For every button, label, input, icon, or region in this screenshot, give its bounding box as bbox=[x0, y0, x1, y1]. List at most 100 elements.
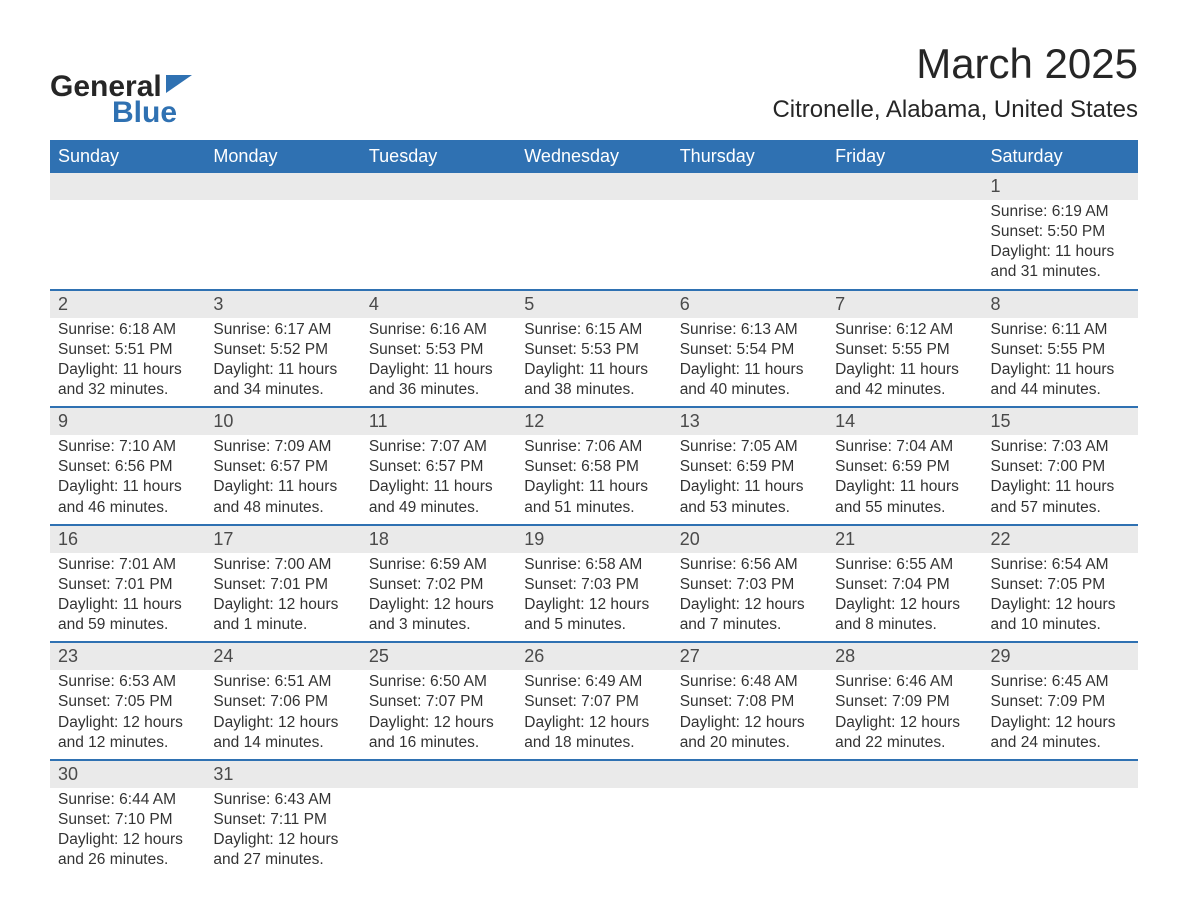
calendar-cell: 18Sunrise: 6:59 AMSunset: 7:02 PMDayligh… bbox=[361, 525, 516, 643]
day-number: 5 bbox=[516, 291, 671, 318]
day-details: Sunrise: 6:19 AMSunset: 5:50 PMDaylight:… bbox=[983, 200, 1138, 289]
sunrise-line: Sunrise: 6:11 AM bbox=[991, 320, 1130, 340]
daylight-line: Daylight: 11 hours and 57 minutes. bbox=[991, 477, 1130, 517]
day-details: Sunrise: 6:11 AMSunset: 5:55 PMDaylight:… bbox=[983, 318, 1138, 407]
day-number: 29 bbox=[983, 643, 1138, 670]
weekday-header: Saturday bbox=[983, 140, 1138, 173]
day-details bbox=[672, 200, 827, 270]
day-number bbox=[361, 761, 516, 788]
calendar-week-row: 2Sunrise: 6:18 AMSunset: 5:51 PMDaylight… bbox=[50, 290, 1138, 408]
sunset-line: Sunset: 7:07 PM bbox=[524, 692, 663, 712]
day-details: Sunrise: 6:43 AMSunset: 7:11 PMDaylight:… bbox=[205, 788, 360, 877]
daylight-line: Daylight: 11 hours and 44 minutes. bbox=[991, 360, 1130, 400]
calendar-week-row: 9Sunrise: 7:10 AMSunset: 6:56 PMDaylight… bbox=[50, 407, 1138, 525]
sunrise-line: Sunrise: 6:49 AM bbox=[524, 672, 663, 692]
day-details: Sunrise: 7:09 AMSunset: 6:57 PMDaylight:… bbox=[205, 435, 360, 524]
daylight-line: Daylight: 11 hours and 55 minutes. bbox=[835, 477, 974, 517]
day-details: Sunrise: 6:12 AMSunset: 5:55 PMDaylight:… bbox=[827, 318, 982, 407]
sunset-line: Sunset: 7:00 PM bbox=[991, 457, 1130, 477]
day-details bbox=[827, 788, 982, 858]
sunrise-line: Sunrise: 6:13 AM bbox=[680, 320, 819, 340]
sunrise-line: Sunrise: 6:51 AM bbox=[213, 672, 352, 692]
calendar-week-row: 1Sunrise: 6:19 AMSunset: 5:50 PMDaylight… bbox=[50, 173, 1138, 290]
day-details: Sunrise: 7:06 AMSunset: 6:58 PMDaylight:… bbox=[516, 435, 671, 524]
calendar-cell: 16Sunrise: 7:01 AMSunset: 7:01 PMDayligh… bbox=[50, 525, 205, 643]
calendar-cell bbox=[205, 173, 360, 290]
day-details bbox=[516, 200, 671, 270]
day-details: Sunrise: 6:50 AMSunset: 7:07 PMDaylight:… bbox=[361, 670, 516, 759]
day-details: Sunrise: 6:18 AMSunset: 5:51 PMDaylight:… bbox=[50, 318, 205, 407]
brand-logo: General Blue bbox=[50, 40, 192, 130]
calendar-cell: 1Sunrise: 6:19 AMSunset: 5:50 PMDaylight… bbox=[983, 173, 1138, 290]
day-number bbox=[361, 173, 516, 200]
day-number: 4 bbox=[361, 291, 516, 318]
day-number: 12 bbox=[516, 408, 671, 435]
day-number: 18 bbox=[361, 526, 516, 553]
daylight-line: Daylight: 11 hours and 38 minutes. bbox=[524, 360, 663, 400]
day-number: 16 bbox=[50, 526, 205, 553]
daylight-line: Daylight: 12 hours and 24 minutes. bbox=[991, 713, 1130, 753]
sunrise-line: Sunrise: 6:58 AM bbox=[524, 555, 663, 575]
sunset-line: Sunset: 6:58 PM bbox=[524, 457, 663, 477]
day-details bbox=[361, 788, 516, 858]
day-number: 14 bbox=[827, 408, 982, 435]
calendar-cell: 24Sunrise: 6:51 AMSunset: 7:06 PMDayligh… bbox=[205, 642, 360, 760]
daylight-line: Daylight: 12 hours and 27 minutes. bbox=[213, 830, 352, 870]
day-number: 2 bbox=[50, 291, 205, 318]
day-details: Sunrise: 6:49 AMSunset: 7:07 PMDaylight:… bbox=[516, 670, 671, 759]
calendar-cell: 7Sunrise: 6:12 AMSunset: 5:55 PMDaylight… bbox=[827, 290, 982, 408]
weekday-header: Sunday bbox=[50, 140, 205, 173]
day-number bbox=[827, 173, 982, 200]
weekday-header-row: SundayMondayTuesdayWednesdayThursdayFrid… bbox=[50, 140, 1138, 173]
daylight-line: Daylight: 11 hours and 40 minutes. bbox=[680, 360, 819, 400]
day-details bbox=[672, 788, 827, 858]
day-number: 25 bbox=[361, 643, 516, 670]
sunrise-line: Sunrise: 6:53 AM bbox=[58, 672, 197, 692]
daylight-line: Daylight: 12 hours and 3 minutes. bbox=[369, 595, 508, 635]
sunrise-line: Sunrise: 6:59 AM bbox=[369, 555, 508, 575]
calendar-cell bbox=[827, 760, 982, 877]
sunrise-line: Sunrise: 6:50 AM bbox=[369, 672, 508, 692]
day-number: 30 bbox=[50, 761, 205, 788]
sunset-line: Sunset: 7:09 PM bbox=[991, 692, 1130, 712]
weekday-header: Tuesday bbox=[361, 140, 516, 173]
day-details: Sunrise: 6:51 AMSunset: 7:06 PMDaylight:… bbox=[205, 670, 360, 759]
sunrise-line: Sunrise: 6:44 AM bbox=[58, 790, 197, 810]
day-number: 23 bbox=[50, 643, 205, 670]
day-number bbox=[516, 173, 671, 200]
day-number bbox=[827, 761, 982, 788]
sunset-line: Sunset: 7:05 PM bbox=[58, 692, 197, 712]
day-details: Sunrise: 7:07 AMSunset: 6:57 PMDaylight:… bbox=[361, 435, 516, 524]
day-details bbox=[983, 788, 1138, 858]
day-details: Sunrise: 6:45 AMSunset: 7:09 PMDaylight:… bbox=[983, 670, 1138, 759]
calendar-cell: 17Sunrise: 7:00 AMSunset: 7:01 PMDayligh… bbox=[205, 525, 360, 643]
sunrise-line: Sunrise: 6:16 AM bbox=[369, 320, 508, 340]
daylight-line: Daylight: 12 hours and 12 minutes. bbox=[58, 713, 197, 753]
daylight-line: Daylight: 12 hours and 26 minutes. bbox=[58, 830, 197, 870]
sunset-line: Sunset: 7:05 PM bbox=[991, 575, 1130, 595]
daylight-line: Daylight: 11 hours and 32 minutes. bbox=[58, 360, 197, 400]
location-subtitle: Citronelle, Alabama, United States bbox=[772, 96, 1138, 124]
day-number bbox=[983, 761, 1138, 788]
sunrise-line: Sunrise: 7:06 AM bbox=[524, 437, 663, 457]
sunrise-line: Sunrise: 6:17 AM bbox=[213, 320, 352, 340]
day-number: 19 bbox=[516, 526, 671, 553]
day-number: 11 bbox=[361, 408, 516, 435]
day-details: Sunrise: 7:04 AMSunset: 6:59 PMDaylight:… bbox=[827, 435, 982, 524]
day-number bbox=[205, 173, 360, 200]
sunrise-line: Sunrise: 6:18 AM bbox=[58, 320, 197, 340]
calendar-cell: 9Sunrise: 7:10 AMSunset: 6:56 PMDaylight… bbox=[50, 407, 205, 525]
day-details: Sunrise: 6:16 AMSunset: 5:53 PMDaylight:… bbox=[361, 318, 516, 407]
calendar-cell: 8Sunrise: 6:11 AMSunset: 5:55 PMDaylight… bbox=[983, 290, 1138, 408]
day-details: Sunrise: 6:54 AMSunset: 7:05 PMDaylight:… bbox=[983, 553, 1138, 642]
sunset-line: Sunset: 7:10 PM bbox=[58, 810, 197, 830]
calendar-cell: 27Sunrise: 6:48 AMSunset: 7:08 PMDayligh… bbox=[672, 642, 827, 760]
sunrise-line: Sunrise: 7:04 AM bbox=[835, 437, 974, 457]
day-number: 9 bbox=[50, 408, 205, 435]
day-details bbox=[361, 200, 516, 270]
sunset-line: Sunset: 6:57 PM bbox=[369, 457, 508, 477]
daylight-line: Daylight: 12 hours and 18 minutes. bbox=[524, 713, 663, 753]
daylight-line: Daylight: 12 hours and 8 minutes. bbox=[835, 595, 974, 635]
calendar-cell bbox=[361, 173, 516, 290]
calendar-cell: 20Sunrise: 6:56 AMSunset: 7:03 PMDayligh… bbox=[672, 525, 827, 643]
